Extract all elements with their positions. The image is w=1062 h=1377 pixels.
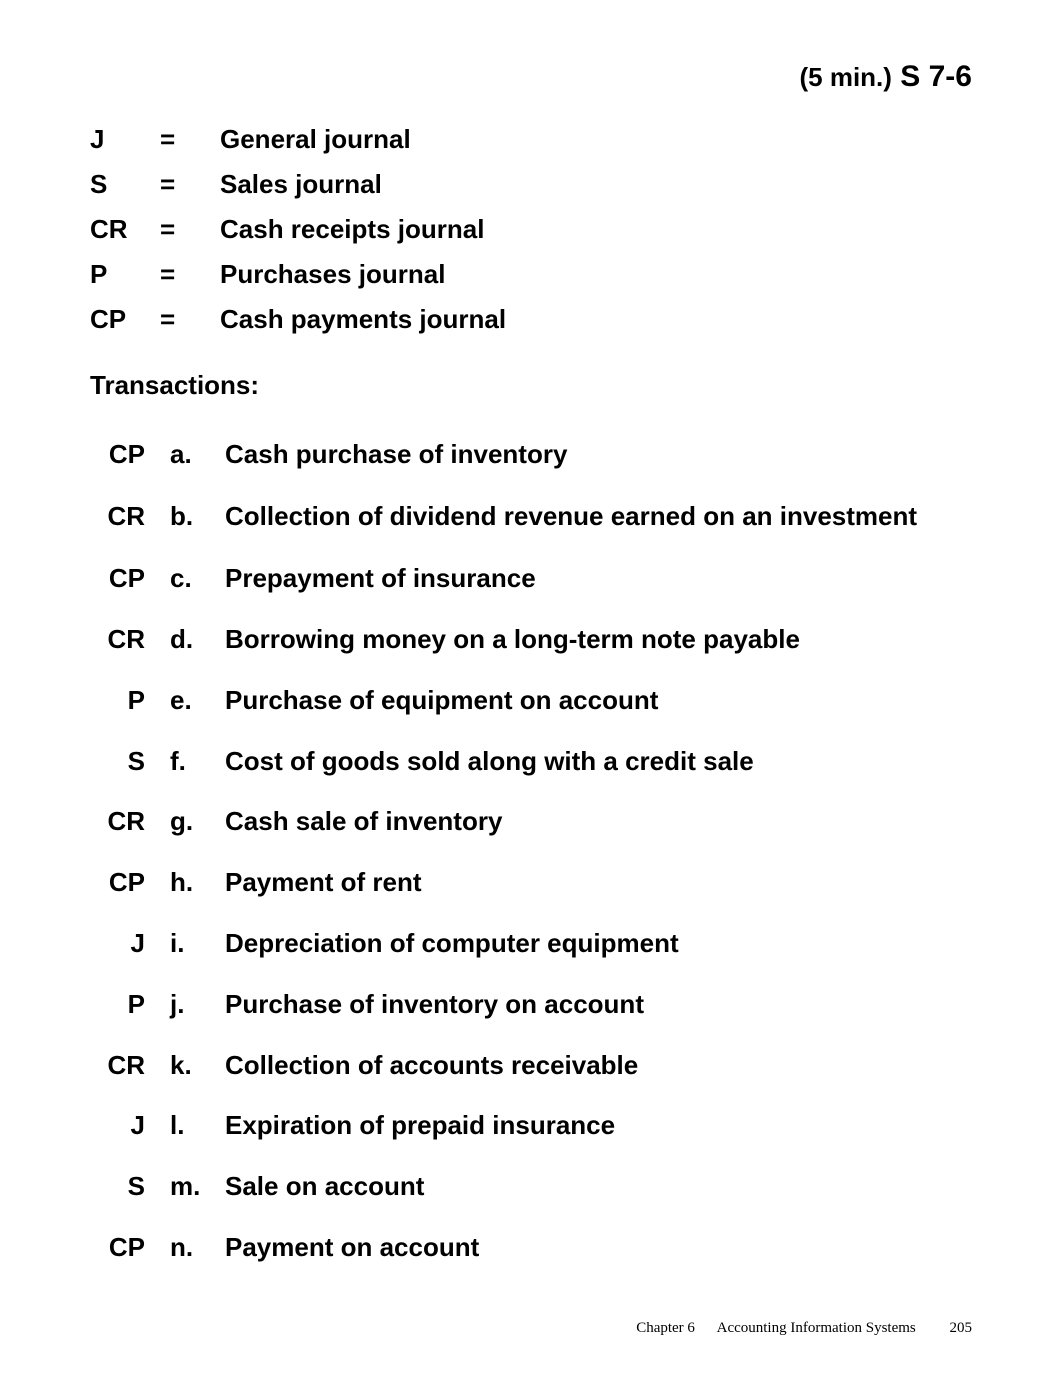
legend-description: Cash payments journal <box>220 304 506 335</box>
transaction-row: CP n. Payment on account <box>90 1224 972 1271</box>
transaction-row: J l. Expiration of prepaid insurance <box>90 1102 972 1149</box>
legend-row: P = Purchases journal <box>90 259 972 290</box>
transaction-description: Borrowing money on a long-term note paya… <box>225 616 800 663</box>
transaction-description: Expiration of prepaid insurance <box>225 1102 615 1149</box>
legend-code: CP <box>90 304 160 335</box>
transaction-description: Purchase of equipment on account <box>225 677 658 724</box>
chapter-title: Accounting Information Systems <box>717 1320 916 1336</box>
transactions-heading: Transactions: <box>90 370 972 401</box>
legend-equals: = <box>160 259 220 290</box>
transaction-row: CP h. Payment of rent <box>90 859 972 906</box>
transaction-code: CP <box>90 439 170 470</box>
transaction-code: J <box>90 928 170 959</box>
legend-row: S = Sales journal <box>90 169 972 200</box>
page-footer: Chapter 6 Accounting Information Systems… <box>636 1320 972 1337</box>
transaction-description: Payment on account <box>225 1224 479 1271</box>
transaction-code: P <box>90 989 170 1020</box>
transaction-letter: n. <box>170 1232 225 1263</box>
transaction-code: CP <box>90 563 170 594</box>
transaction-code: CP <box>90 867 170 898</box>
transaction-letter: l. <box>170 1110 225 1141</box>
legend-row: J = General journal <box>90 124 972 155</box>
transaction-description: Cost of goods sold along with a credit s… <box>225 738 754 785</box>
minutes-label: (5 min.) <box>799 62 891 92</box>
transaction-letter: d. <box>170 624 225 655</box>
legend-code: S <box>90 169 160 200</box>
transaction-row: CR g. Cash sale of inventory <box>90 798 972 845</box>
transaction-letter: j. <box>170 989 225 1020</box>
transaction-row: S m. Sale on account <box>90 1163 972 1210</box>
legend-row: CR = Cash receipts journal <box>90 214 972 245</box>
legend-equals: = <box>160 304 220 335</box>
legend-row: CP = Cash payments journal <box>90 304 972 335</box>
transaction-letter: f. <box>170 746 225 777</box>
transaction-code: CR <box>90 501 170 532</box>
transaction-code: S <box>90 746 170 777</box>
transaction-letter: i. <box>170 928 225 959</box>
transaction-description: Cash sale of inventory <box>225 798 502 845</box>
transaction-letter: m. <box>170 1171 225 1202</box>
transaction-letter: c. <box>170 563 225 594</box>
legend-description: Purchases journal <box>220 259 445 290</box>
transaction-row: CR k. Collection of accounts receivable <box>90 1042 972 1089</box>
exercise-header: (5 min.) S 7-6 <box>90 60 972 94</box>
transaction-code: CR <box>90 1050 170 1081</box>
legend-equals: = <box>160 214 220 245</box>
transaction-description: Sale on account <box>225 1163 424 1210</box>
transaction-letter: e. <box>170 685 225 716</box>
page-number: 205 <box>950 1320 973 1336</box>
legend-equals: = <box>160 169 220 200</box>
transaction-description: Purchase of inventory on account <box>225 981 644 1028</box>
transaction-description: Prepayment of insurance <box>225 555 536 602</box>
transaction-description: Payment of rent <box>225 859 422 906</box>
transaction-description: Depreciation of computer equipment <box>225 920 679 967</box>
chapter-label: Chapter 6 <box>636 1320 695 1336</box>
transaction-code: CR <box>90 806 170 837</box>
transaction-row: P j. Purchase of inventory on account <box>90 981 972 1028</box>
transaction-code: P <box>90 685 170 716</box>
exercise-number: S 7-6 <box>900 60 972 93</box>
legend-description: Cash receipts journal <box>220 214 484 245</box>
legend-code: P <box>90 259 160 290</box>
legend-equals: = <box>160 124 220 155</box>
legend-description: General journal <box>220 124 411 155</box>
transaction-row: P e. Purchase of equipment on account <box>90 677 972 724</box>
transaction-letter: a. <box>170 439 225 470</box>
legend-code: CR <box>90 214 160 245</box>
transaction-row: CR b. Collection of dividend revenue ear… <box>90 492 972 541</box>
transaction-code: J <box>90 1110 170 1141</box>
transaction-description: Collection of dividend revenue earned on… <box>225 492 917 541</box>
transaction-code: CP <box>90 1232 170 1263</box>
transaction-letter: h. <box>170 867 225 898</box>
transaction-code: S <box>90 1171 170 1202</box>
transaction-letter: b. <box>170 501 225 532</box>
transaction-row: S f. Cost of goods sold along with a cre… <box>90 738 972 785</box>
transaction-description: Cash purchase of inventory <box>225 431 567 478</box>
transaction-description: Collection of accounts receivable <box>225 1042 638 1089</box>
legend-code: J <box>90 124 160 155</box>
transaction-row: CP a. Cash purchase of inventory <box>90 431 972 478</box>
transaction-row: CR d. Borrowing money on a long-term not… <box>90 616 972 663</box>
transaction-letter: k. <box>170 1050 225 1081</box>
transaction-letter: g. <box>170 806 225 837</box>
legend-description: Sales journal <box>220 169 382 200</box>
transactions-section: CP a. Cash purchase of inventory CR b. C… <box>90 431 972 1271</box>
transaction-row: J i. Depreciation of computer equipment <box>90 920 972 967</box>
legend-section: J = General journal S = Sales journal CR… <box>90 124 972 335</box>
transaction-row: CP c. Prepayment of insurance <box>90 555 972 602</box>
transaction-code: CR <box>90 624 170 655</box>
